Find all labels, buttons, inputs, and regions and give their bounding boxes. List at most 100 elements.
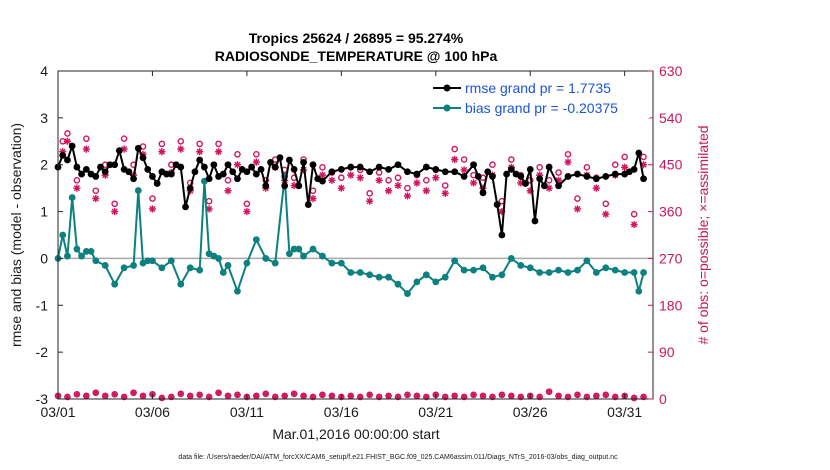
bias-point [295, 245, 303, 253]
obs-assimilated-marker [403, 192, 412, 200]
bias-point [134, 187, 142, 194]
bias-point [337, 259, 345, 267]
obs-assimilated-marker [243, 207, 251, 216]
obs-assimilated-marker [564, 158, 572, 166]
rmse-point [522, 180, 529, 187]
obs-assimilated-marker [356, 174, 364, 182]
rmse-point [167, 170, 175, 178]
rmse-point [281, 182, 289, 190]
rmse-point [602, 173, 610, 180]
obs-assimilated-marker [441, 189, 449, 197]
obs-assimilated-bottom-marker [187, 392, 194, 400]
bias-point [635, 287, 643, 295]
obs-assimilated-bottom-marker [470, 391, 477, 399]
rmse-point [106, 161, 114, 169]
rmse-point [451, 168, 459, 176]
bias-series [54, 173, 647, 297]
obs-possible-marker [366, 190, 373, 197]
bias-point [517, 262, 525, 269]
obs-assimilated-bottom-marker [205, 393, 213, 401]
rmse-point [375, 163, 383, 171]
bias-point [158, 264, 166, 272]
obs-assimilated-marker [422, 187, 430, 195]
obs-possible-marker [583, 164, 591, 171]
bias-point [73, 245, 81, 253]
obs-assimilated-marker [92, 194, 100, 203]
rmse-point [219, 170, 227, 178]
bias-point [441, 273, 449, 281]
bias-point [186, 264, 194, 272]
bias-point [328, 259, 336, 267]
bias-point [111, 280, 119, 288]
obs-possible-marker [621, 153, 628, 161]
rmse-point [64, 156, 71, 164]
obs-possible-marker [441, 182, 449, 189]
obs-assimilated-bottom-marker [196, 391, 203, 399]
rmse-point [498, 231, 506, 239]
obs-assimilated-marker [630, 220, 638, 229]
rmse-point [139, 154, 147, 162]
rmse-point [290, 166, 298, 173]
obs-possible-marker [630, 210, 638, 218]
obs-assimilated-bottom-marker [120, 393, 128, 401]
bias-point [394, 280, 402, 288]
rmse-point [276, 154, 284, 162]
bias-point [602, 264, 610, 272]
y-tick-label: 3 [40, 110, 48, 126]
rmse-point [564, 173, 572, 180]
obs-possible-marker [149, 195, 156, 202]
obs-assimilated-marker [347, 171, 355, 179]
obs-assimilated-bottom-marker [602, 391, 609, 399]
obs-possible-marker [423, 177, 430, 184]
bias-point [630, 269, 638, 276]
y-right-tick-label: 540 [659, 110, 683, 126]
obs-assimilated-bottom-marker [640, 393, 647, 401]
rmse-point [347, 163, 355, 171]
obs-assimilated-bottom-marker [413, 392, 421, 400]
obs-assimilated-bottom-marker [139, 392, 147, 400]
rmse-point [224, 161, 232, 169]
obs-possible-marker [234, 151, 241, 158]
rmse-point [484, 168, 492, 176]
legend-rmse-label: rmse grand pr = 1.7735 [465, 80, 611, 96]
bias-point [224, 262, 232, 269]
obs-assimilated-bottom-marker [366, 391, 373, 399]
obs-assimilated-marker [498, 207, 506, 216]
x-axis-ticks: 03/01 03/06 03/11 03/16 03/21 03/26 03/31 [40, 71, 642, 420]
obs-assimilated-bottom-marker [130, 389, 137, 396]
obs-assimilated-marker [602, 210, 610, 218]
obs-assimilated-bottom-marker [111, 391, 118, 398]
bias-point [92, 257, 100, 265]
rmse-point [413, 170, 421, 178]
obs-assimilated-bottom-marker [177, 390, 184, 397]
obs-assimilated-marker [233, 161, 242, 169]
obs-possible-marker [611, 161, 619, 169]
rmse-point [300, 158, 307, 166]
bias-point [432, 278, 440, 286]
bias-point [64, 252, 71, 260]
rmse-point [503, 170, 511, 178]
obs-assimilated-bottom-marker [593, 392, 600, 400]
obs-possible-marker [394, 174, 402, 182]
bias-point [144, 257, 152, 265]
obs-assimilated-marker [536, 171, 544, 179]
obs-assimilated-marker [63, 137, 72, 145]
rmse-point [394, 161, 402, 169]
obs-assimilated-bottom-marker [489, 393, 496, 401]
obs-assimilated-bottom-marker [234, 391, 241, 399]
obs-assimilated-marker [205, 205, 213, 213]
rmse-point [163, 170, 171, 178]
y-axis-left-label: rmse and bias (model - observation) [8, 123, 24, 347]
obs-assimilated-bottom-marker [253, 392, 260, 400]
x-tick-label: 03/31 [607, 404, 642, 420]
obs-assimilated-marker [148, 205, 157, 213]
bias-point [177, 280, 185, 288]
rmse-point [68, 142, 76, 150]
bias-point [215, 255, 222, 262]
y-right-tick-label: 180 [659, 297, 683, 313]
obs-assimilated-bottom-marker [460, 393, 468, 401]
obs-assimilated-bottom-marker [290, 390, 298, 397]
obs-assimilated-bottom-marker [262, 390, 269, 397]
